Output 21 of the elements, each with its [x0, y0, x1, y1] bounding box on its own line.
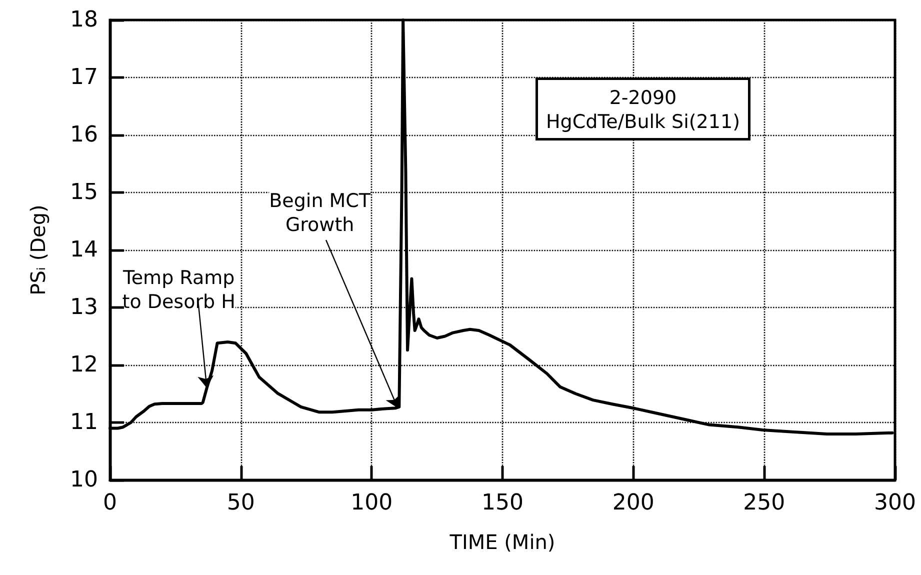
x-tick-label: 250	[743, 490, 786, 516]
y-tick-label: 18	[70, 8, 98, 32]
x-tick-label: 0	[103, 490, 117, 516]
y-tick-label: 17	[70, 65, 98, 90]
x-axis-title: TIME (Min)	[448, 530, 556, 554]
x-tick-label: 100	[350, 490, 393, 516]
y-tick-label: 11	[70, 410, 98, 435]
annotation: Temp Ramp to Desorb H	[122, 267, 236, 313]
x-tick-label: 150	[482, 490, 524, 516]
x-tick-label: 200	[612, 490, 654, 516]
annotation: Begin MCT Growth	[269, 190, 371, 236]
y-axis-title: PSᵢ (Deg)	[26, 204, 50, 296]
y-tick-label: 13	[70, 295, 98, 320]
annotation: 2-2090 HgCdTe/Bulk Si(211)	[546, 87, 740, 133]
y-tick-label: 15	[70, 180, 98, 205]
x-tick-label: 50	[226, 490, 255, 516]
x-tick-label: 300	[874, 490, 916, 516]
y-tick-label: 16	[70, 122, 98, 148]
y-tick-label: 14	[70, 238, 98, 262]
y-tick-label: 12	[70, 352, 98, 378]
y-tick-label: 10	[70, 468, 98, 492]
